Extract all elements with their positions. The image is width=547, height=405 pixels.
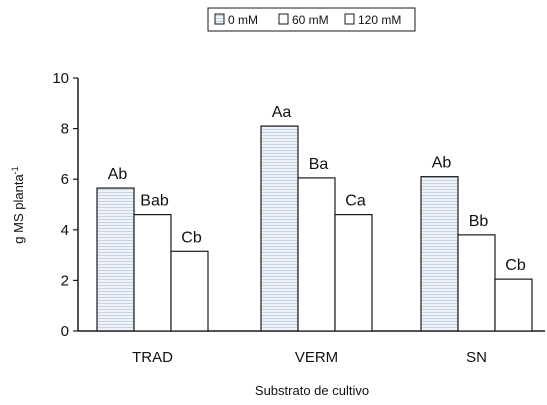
x-tick-label: TRAD: [132, 349, 173, 366]
legend-frame: [207, 7, 416, 32]
bar-data-label: Bab: [140, 193, 169, 210]
bar-sn-0mm: [420, 176, 459, 332]
bar-sn-120mm: [494, 278, 533, 332]
legend-entry: 0 mM: [228, 13, 258, 27]
bar-trad-120mm: [170, 250, 209, 332]
x-axis-label: Substrato de cultivo: [255, 383, 369, 398]
bar-trad-60mm: [133, 214, 172, 332]
y-tick-label: 6: [61, 171, 69, 188]
y-tick-label: 0: [61, 323, 69, 340]
bar-data-label: Ba: [309, 156, 329, 173]
bar-data-label: Aa: [272, 104, 292, 121]
y-tick-label: 8: [61, 121, 69, 138]
bar-verm-120mm: [334, 214, 373, 332]
legend-entry: 60 mM: [292, 13, 329, 27]
bar-trad-0mm: [96, 187, 135, 332]
y-axis-label: g MS planta-1: [10, 166, 26, 243]
x-tick-label: VERM: [295, 349, 338, 366]
bar-verm-0mm: [260, 125, 299, 332]
bar-data-label: Cb: [505, 257, 526, 274]
legend: 0 mM 60 mM 120 mM: [207, 7, 416, 32]
bar-data-label: Ab: [432, 155, 452, 172]
y-tick-label: 4: [61, 222, 69, 239]
legend-swatch: [214, 13, 225, 25]
bar-sn-60mm: [457, 234, 496, 332]
bar-data-label: Cb: [181, 229, 202, 246]
bar-data-label: Ca: [345, 193, 366, 210]
bar-data-label: Ab: [108, 166, 128, 183]
legend-swatch: [278, 13, 289, 25]
x-tick-label: SN: [466, 349, 487, 366]
y-tick-label: 10: [52, 70, 69, 87]
legend-swatch: [344, 13, 355, 25]
bars: [96, 125, 533, 332]
y-tick-label: 2: [61, 272, 69, 289]
bar-labels: Ab Bab Cb Aa Ba Ca Ab Bb Cb: [108, 104, 526, 274]
bar-data-label: Bb: [469, 213, 489, 230]
legend-entry: 120 mM: [358, 13, 401, 27]
bar-verm-60mm: [297, 177, 336, 332]
